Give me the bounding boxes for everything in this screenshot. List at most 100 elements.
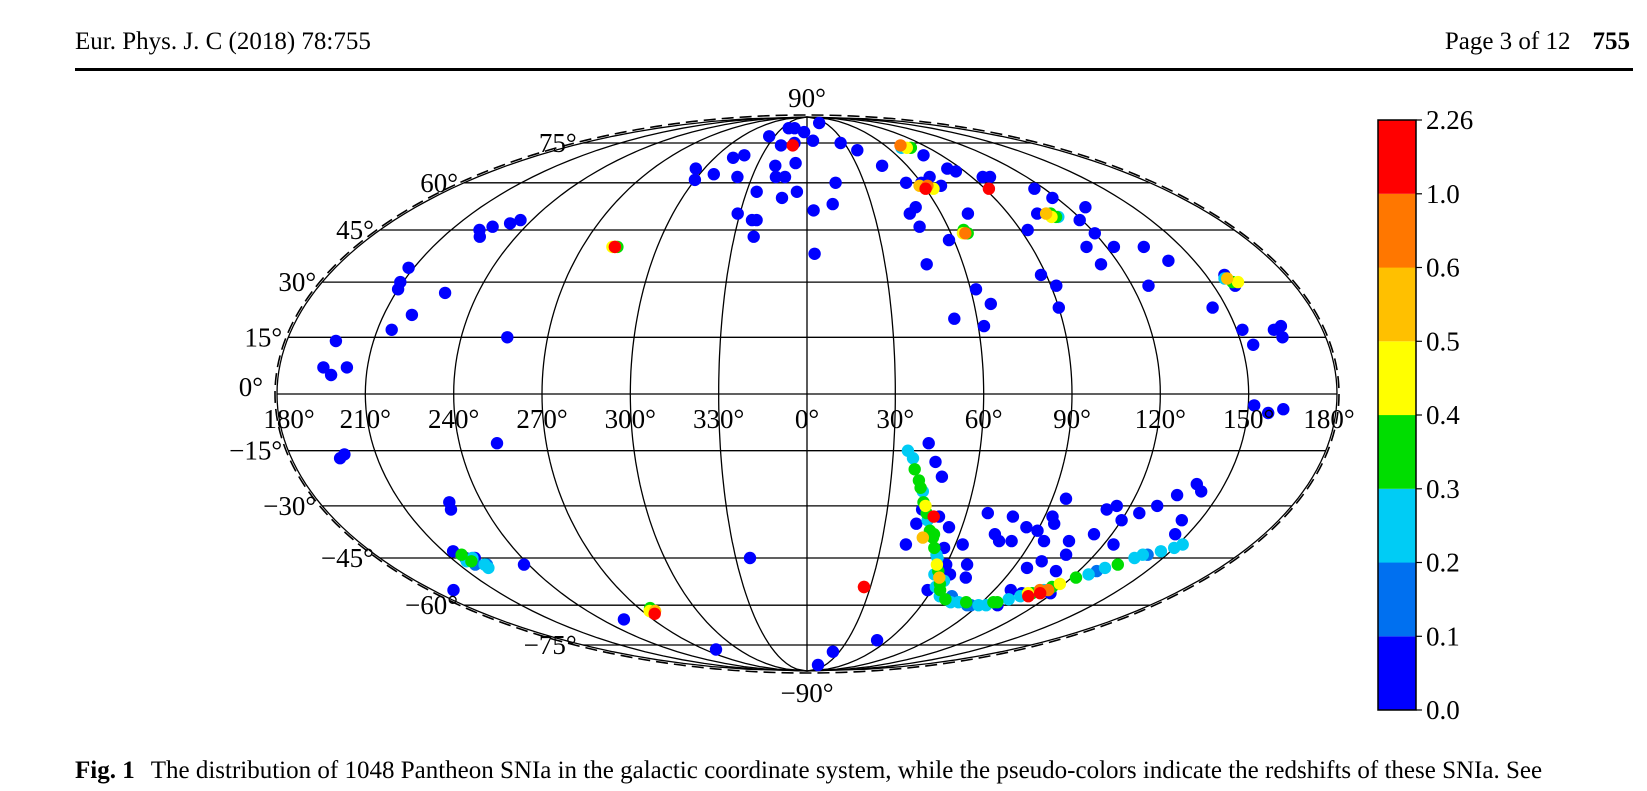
snia-point [981,506,994,520]
snia-point [743,551,757,565]
snia-point [929,455,942,469]
snia-point [1048,517,1061,530]
snia-point [1052,301,1066,314]
snia-point [1277,403,1290,416]
snia-point [875,159,889,172]
snia-point [1082,568,1095,581]
snia-point [709,643,723,656]
colorbar-segment [1378,193,1416,268]
snia-point [926,531,940,544]
snia-points [317,116,1290,672]
longitude-tick-label: 270° [516,404,567,434]
snia-point [806,134,820,147]
snia-point [942,521,956,534]
snia-point [857,580,871,594]
snia-point [1169,528,1182,541]
snia-point [933,583,947,597]
longitude-tick-label: 300° [605,404,656,434]
mollweide-grid [274,114,1340,674]
colorbar-segment [1378,488,1416,563]
snia-point [1100,503,1113,516]
colorbar-tick-label: 0.3 [1426,474,1460,504]
snia-point [465,555,478,568]
snia-point [329,334,343,348]
longitude-tick-label: 150° [1223,404,1274,434]
snia-point [948,312,961,325]
latitude-labels: 90° 75° 60° 45° 30° 15° 0° −15° −30°−45° −60° −75°… [229,83,833,708]
snia-point [608,240,622,254]
colorbar-tick-label: 2.26 [1426,105,1473,135]
snia-point [949,165,963,178]
snia-point [385,323,398,336]
snia-point [961,207,975,220]
snia-point [1221,272,1234,285]
longitude-tick-label: 120° [1135,404,1186,434]
snia-point [1059,548,1073,561]
snia-point [1020,521,1033,534]
caption-label: Fig. 1 [75,757,135,784]
latitude-tick-label: −45° [321,543,374,573]
snia-point [782,122,795,135]
snia-point [899,538,913,551]
longitude-tick-label: 30° [876,404,914,434]
snia-point [834,136,847,150]
colorbar-segment [1378,636,1416,711]
snia-point [1248,399,1261,412]
latitude-tick-label: −30° [263,491,316,521]
snia-point [1002,593,1015,606]
snia-point [982,182,996,195]
snia-point [324,368,338,382]
snia-point [1079,201,1092,214]
snia-point [1020,561,1034,575]
latitude-tick-label: −75° [524,630,577,660]
snia-point [916,531,929,544]
snia-point [935,470,949,483]
snia-point [738,149,751,162]
running-header-journal: Eur. Phys. J. C (2018) 78:755 [75,28,371,55]
snia-point [959,227,972,240]
latitude-tick-label: −60° [405,590,458,620]
longitude-tick-label: 60° [965,404,1003,434]
snia-point [919,182,932,195]
latitude-tick-label: −90° [780,678,833,708]
snia-point [992,534,1006,548]
snia-point [1195,485,1208,498]
snia-point [1031,524,1044,537]
snia-point [769,159,782,172]
latitude-tick-label: 75° [539,128,577,158]
snia-point [909,201,922,214]
snia-point [922,437,935,450]
latitude-tick-label: 45° [336,215,374,245]
snia-point [402,261,415,274]
colorbar-tick-label: 1.0 [1426,179,1460,209]
snia-point [939,593,952,606]
running-header-page: Page 3 of 12 755 [1445,28,1630,56]
snia-point [338,448,351,461]
snia-point [1133,506,1146,520]
latitude-tick-label: −15° [229,436,282,466]
snia-point [1094,258,1108,271]
snia-point [1151,499,1164,513]
snia-point [933,571,946,584]
snia-point [913,220,926,233]
page-number: 755 [1592,28,1631,55]
snia-point [501,331,514,344]
snia-point [1087,528,1101,541]
snia-point [1115,514,1128,527]
snia-point [1022,590,1035,603]
snia-point [443,496,456,509]
figure-caption: Fig. 1 The distribution of 1048 Pantheon … [75,757,1542,785]
latitude-tick-label: 60° [420,168,458,198]
snia-point [960,596,973,609]
snia-point [688,173,702,187]
snia-point [747,230,760,243]
map-outline-dashed [274,114,1340,674]
snia-point [778,170,792,184]
snia-point [917,149,930,162]
longitude-tick-label: 180° [1303,404,1354,434]
latitude-tick-label: 15° [244,322,282,352]
header-rule [75,68,1633,71]
snia-point [969,283,983,296]
longitude-tick-label: 330° [693,404,744,434]
snia-point [1062,534,1076,548]
